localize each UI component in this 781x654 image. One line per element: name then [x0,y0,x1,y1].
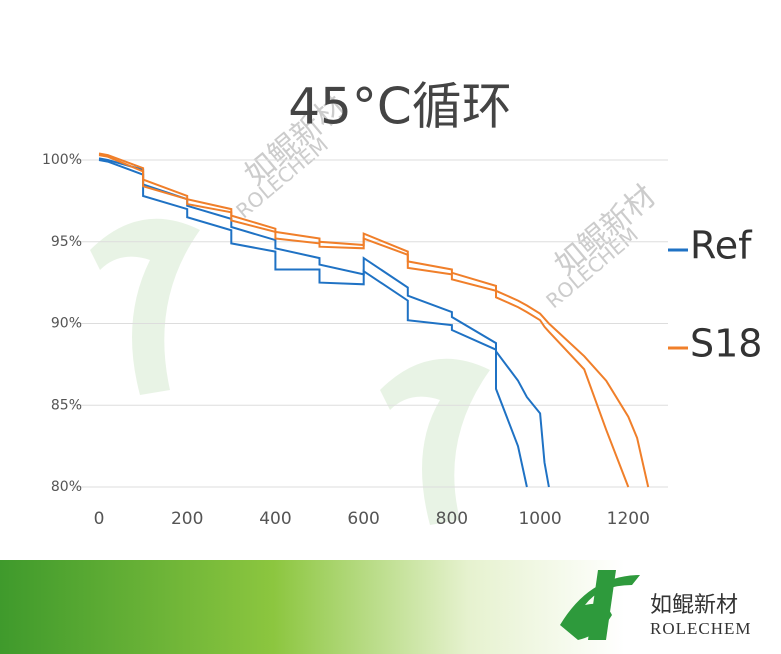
y-tick-label: 90% [51,316,82,332]
y-tick-label: 85% [51,397,82,413]
legend-label: Ref [690,224,753,268]
series-line [98,157,550,488]
legend-label: S18 [690,322,762,366]
footer-band [0,560,781,654]
watermark [90,218,490,525]
series-line [98,159,528,488]
logo [588,570,616,640]
x-tick-label: 800 [436,509,468,529]
x-tick-label: 400 [259,509,291,529]
x-tick-label: 1000 [518,509,561,529]
brand-name: 如鲲新材 [650,593,738,618]
y-tick-label: 80% [51,479,82,495]
x-tick-label: 200 [171,509,203,529]
plot: 80% 85% 90% 95% 100% 0 200 400 600 800 1000 1200 [42,152,668,529]
x-tick-label: 0 [94,509,105,529]
x-tick-label: 1200 [607,509,650,529]
x-tick-label: 600 [347,509,379,529]
series-line [98,152,650,488]
series-line [98,154,630,488]
chart-title: 45°C循环 [288,78,512,136]
brand-latin: ROLECHEM [650,619,752,638]
y-tick-label: 100% [42,152,82,168]
y-tick-label: 95% [51,234,82,250]
